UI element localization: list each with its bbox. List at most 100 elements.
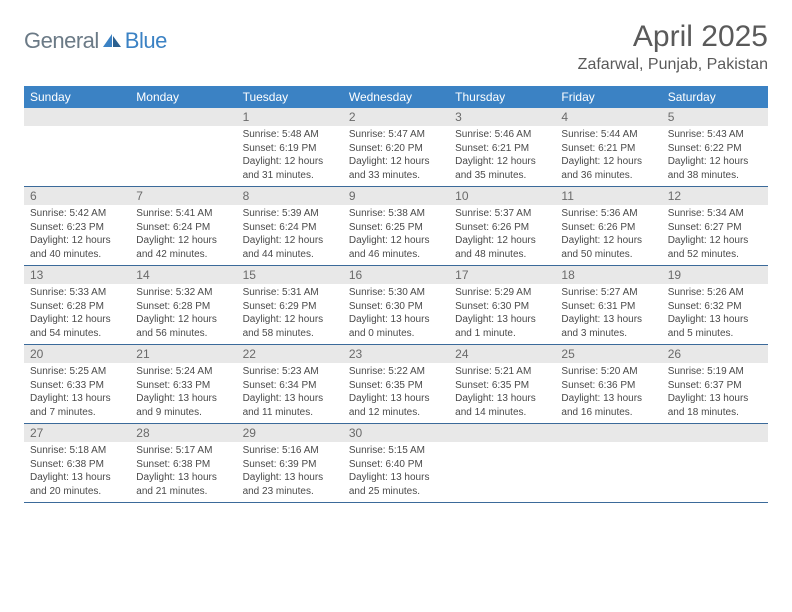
day-cell: 3Sunrise: 5:46 AMSunset: 6:21 PMDaylight…: [449, 108, 555, 186]
sunrise-line: Sunrise: 5:15 AM: [349, 444, 443, 458]
title-block: April 2025 Zafarwal, Punjab, Pakistan: [578, 20, 768, 74]
day-content: Sunrise: 5:21 AMSunset: 6:35 PMDaylight:…: [449, 363, 555, 423]
day-number: 20: [24, 345, 130, 363]
day-number: 3: [449, 108, 555, 126]
day-cell: 25Sunrise: 5:20 AMSunset: 6:36 PMDayligh…: [555, 345, 661, 423]
sunset-line: Sunset: 6:38 PM: [30, 458, 124, 472]
week-row: 27Sunrise: 5:18 AMSunset: 6:38 PMDayligh…: [24, 424, 768, 503]
logo: General Blue: [24, 20, 167, 54]
sunset-line: Sunset: 6:29 PM: [243, 300, 337, 314]
day-content: Sunrise: 5:20 AMSunset: 6:36 PMDaylight:…: [555, 363, 661, 423]
daylight-line: Daylight: 12 hours and 35 minutes.: [455, 155, 549, 182]
day-number: 23: [343, 345, 449, 363]
day-content: Sunrise: 5:15 AMSunset: 6:40 PMDaylight:…: [343, 442, 449, 502]
sunrise-line: Sunrise: 5:18 AM: [30, 444, 124, 458]
day-header-saturday: Saturday: [662, 86, 768, 108]
daylight-line: Daylight: 12 hours and 38 minutes.: [668, 155, 762, 182]
day-content: Sunrise: 5:47 AMSunset: 6:20 PMDaylight:…: [343, 126, 449, 186]
day-cell: 13Sunrise: 5:33 AMSunset: 6:28 PMDayligh…: [24, 266, 130, 344]
sunset-line: Sunset: 6:28 PM: [136, 300, 230, 314]
daylight-line: Daylight: 12 hours and 40 minutes.: [30, 234, 124, 261]
sunset-line: Sunset: 6:36 PM: [561, 379, 655, 393]
day-number: 10: [449, 187, 555, 205]
day-cell: 24Sunrise: 5:21 AMSunset: 6:35 PMDayligh…: [449, 345, 555, 423]
day-cell: 30Sunrise: 5:15 AMSunset: 6:40 PMDayligh…: [343, 424, 449, 502]
day-content: Sunrise: 5:16 AMSunset: 6:39 PMDaylight:…: [237, 442, 343, 502]
daylight-line: Daylight: 12 hours and 52 minutes.: [668, 234, 762, 261]
daylight-line: Daylight: 13 hours and 16 minutes.: [561, 392, 655, 419]
sunrise-line: Sunrise: 5:37 AM: [455, 207, 549, 221]
day-content: Sunrise: 5:26 AMSunset: 6:32 PMDaylight:…: [662, 284, 768, 344]
sunset-line: Sunset: 6:27 PM: [668, 221, 762, 235]
day-cell: 21Sunrise: 5:24 AMSunset: 6:33 PMDayligh…: [130, 345, 236, 423]
sunset-line: Sunset: 6:22 PM: [668, 142, 762, 156]
day-number: 11: [555, 187, 661, 205]
day-cell: 9Sunrise: 5:38 AMSunset: 6:25 PMDaylight…: [343, 187, 449, 265]
day-cell: 17Sunrise: 5:29 AMSunset: 6:30 PMDayligh…: [449, 266, 555, 344]
location-text: Zafarwal, Punjab, Pakistan: [578, 56, 768, 74]
daylight-line: Daylight: 12 hours and 44 minutes.: [243, 234, 337, 261]
sunrise-line: Sunrise: 5:19 AM: [668, 365, 762, 379]
day-cell: 6Sunrise: 5:42 AMSunset: 6:23 PMDaylight…: [24, 187, 130, 265]
day-number: 1: [237, 108, 343, 126]
day-content: Sunrise: 5:17 AMSunset: 6:38 PMDaylight:…: [130, 442, 236, 502]
day-number: 9: [343, 187, 449, 205]
sunrise-line: Sunrise: 5:32 AM: [136, 286, 230, 300]
day-number: 22: [237, 345, 343, 363]
sunset-line: Sunset: 6:35 PM: [349, 379, 443, 393]
day-cell: 27Sunrise: 5:18 AMSunset: 6:38 PMDayligh…: [24, 424, 130, 502]
sunrise-line: Sunrise: 5:23 AM: [243, 365, 337, 379]
daylight-line: Daylight: 13 hours and 14 minutes.: [455, 392, 549, 419]
day-cell: 5Sunrise: 5:43 AMSunset: 6:22 PMDaylight…: [662, 108, 768, 186]
day-header-sunday: Sunday: [24, 86, 130, 108]
day-number: 28: [130, 424, 236, 442]
day-cell: 15Sunrise: 5:31 AMSunset: 6:29 PMDayligh…: [237, 266, 343, 344]
day-content: Sunrise: 5:46 AMSunset: 6:21 PMDaylight:…: [449, 126, 555, 186]
day-cell: [24, 108, 130, 186]
day-number: 2: [343, 108, 449, 126]
day-number: 12: [662, 187, 768, 205]
day-number: 27: [24, 424, 130, 442]
day-content: Sunrise: 5:44 AMSunset: 6:21 PMDaylight:…: [555, 126, 661, 186]
day-cell: 29Sunrise: 5:16 AMSunset: 6:39 PMDayligh…: [237, 424, 343, 502]
day-content: Sunrise: 5:38 AMSunset: 6:25 PMDaylight:…: [343, 205, 449, 265]
day-header-row: Sunday Monday Tuesday Wednesday Thursday…: [24, 86, 768, 108]
sunset-line: Sunset: 6:24 PM: [243, 221, 337, 235]
day-cell: 8Sunrise: 5:39 AMSunset: 6:24 PMDaylight…: [237, 187, 343, 265]
day-cell: 4Sunrise: 5:44 AMSunset: 6:21 PMDaylight…: [555, 108, 661, 186]
day-number: 21: [130, 345, 236, 363]
sunset-line: Sunset: 6:24 PM: [136, 221, 230, 235]
day-content: Sunrise: 5:39 AMSunset: 6:24 PMDaylight:…: [237, 205, 343, 265]
sunrise-line: Sunrise: 5:44 AM: [561, 128, 655, 142]
daylight-line: Daylight: 12 hours and 48 minutes.: [455, 234, 549, 261]
sunrise-line: Sunrise: 5:42 AM: [30, 207, 124, 221]
sunset-line: Sunset: 6:30 PM: [349, 300, 443, 314]
day-content: Sunrise: 5:19 AMSunset: 6:37 PMDaylight:…: [662, 363, 768, 423]
empty-day-bar: [662, 424, 768, 442]
day-cell: [130, 108, 236, 186]
day-content: Sunrise: 5:18 AMSunset: 6:38 PMDaylight:…: [24, 442, 130, 502]
day-number: 6: [24, 187, 130, 205]
day-content: Sunrise: 5:24 AMSunset: 6:33 PMDaylight:…: [130, 363, 236, 423]
day-number: 17: [449, 266, 555, 284]
day-content: Sunrise: 5:36 AMSunset: 6:26 PMDaylight:…: [555, 205, 661, 265]
day-number: 13: [24, 266, 130, 284]
empty-day-bar: [130, 108, 236, 126]
daylight-line: Daylight: 12 hours and 46 minutes.: [349, 234, 443, 261]
daylight-line: Daylight: 12 hours and 50 minutes.: [561, 234, 655, 261]
day-number: 15: [237, 266, 343, 284]
sunrise-line: Sunrise: 5:47 AM: [349, 128, 443, 142]
sunrise-line: Sunrise: 5:48 AM: [243, 128, 337, 142]
month-title: April 2025: [578, 20, 768, 54]
header: General Blue April 2025 Zafarwal, Punjab…: [24, 20, 768, 74]
sunset-line: Sunset: 6:33 PM: [30, 379, 124, 393]
day-cell: 28Sunrise: 5:17 AMSunset: 6:38 PMDayligh…: [130, 424, 236, 502]
sunset-line: Sunset: 6:19 PM: [243, 142, 337, 156]
logo-text-general: General: [24, 28, 99, 54]
day-cell: 22Sunrise: 5:23 AMSunset: 6:34 PMDayligh…: [237, 345, 343, 423]
day-cell: 26Sunrise: 5:19 AMSunset: 6:37 PMDayligh…: [662, 345, 768, 423]
day-header-monday: Monday: [130, 86, 236, 108]
sunset-line: Sunset: 6:33 PM: [136, 379, 230, 393]
day-content: Sunrise: 5:33 AMSunset: 6:28 PMDaylight:…: [24, 284, 130, 344]
day-header-tuesday: Tuesday: [237, 86, 343, 108]
